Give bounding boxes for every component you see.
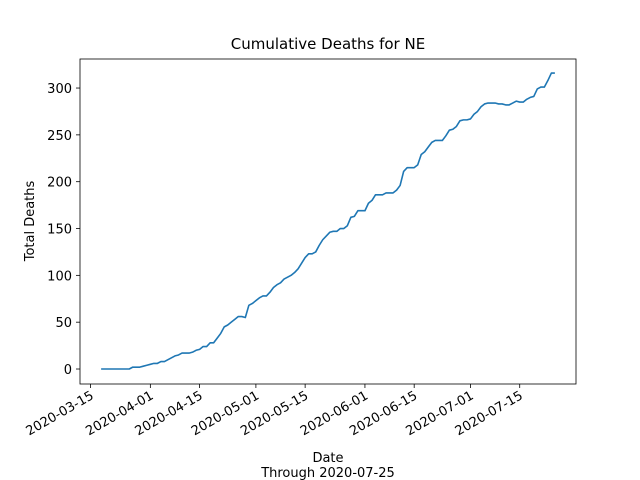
x-axis-note: Through 2020-07-25 <box>260 466 395 480</box>
y-tick-label: 50 <box>55 316 72 331</box>
y-tick-label: 150 <box>47 223 72 238</box>
y-axis-label: Total Deaths <box>23 180 38 262</box>
y-tick-label: 200 <box>47 176 72 191</box>
y-tick-label: 250 <box>47 129 72 144</box>
x-axis-label: Date <box>312 451 343 466</box>
y-tick-label: 0 <box>64 363 72 378</box>
plot-frame <box>79 58 577 385</box>
chart-title: Cumulative Deaths for NE <box>231 35 425 53</box>
y-tick-label: 100 <box>47 269 72 284</box>
y-tick-label: 300 <box>47 82 72 97</box>
data-line <box>101 72 555 370</box>
